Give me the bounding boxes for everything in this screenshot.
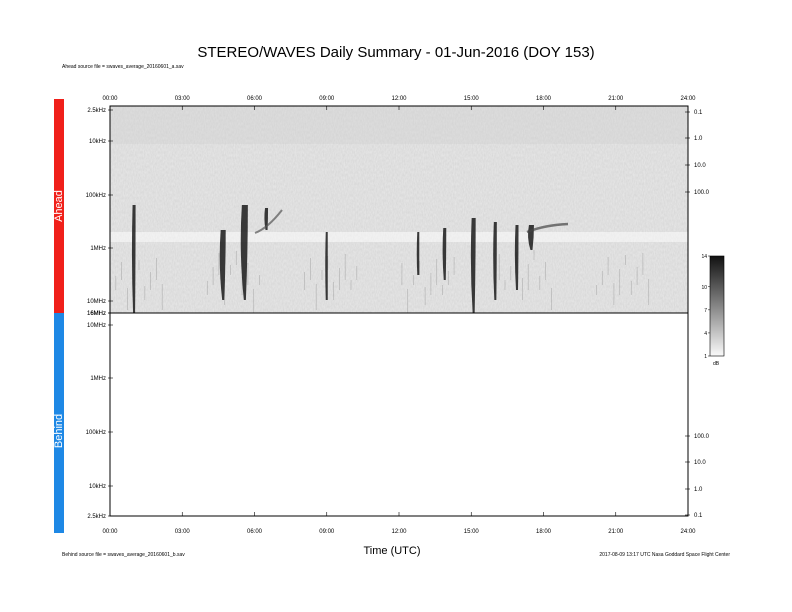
ahead-y-tick-label: 2.5kHz [87, 108, 106, 114]
ahead-x-tick-label: 18:00 [536, 96, 552, 102]
ahead-y-tick-label: 16MHz [87, 311, 106, 317]
behind-y-tick-label: 10MHz [87, 323, 106, 329]
ahead-x-tick-label: 03:00 [175, 96, 191, 102]
radio-burst [514, 225, 519, 290]
behind-y-tick-label: 10kHz [89, 484, 106, 490]
behind-x-tick-label: 09:00 [319, 529, 335, 535]
chart-title: STEREO/WAVES Daily Summary - 01-Jun-2016… [197, 44, 595, 61]
ahead-x-tick-label: 09:00 [319, 96, 335, 102]
ahead-y-tick-label: 10kHz [89, 139, 106, 145]
colorbar-tick-label: 10 [701, 285, 707, 291]
ahead-panel [109, 106, 688, 315]
ahead-x-tick-label: 06:00 [247, 96, 263, 102]
behind-side-bar [54, 313, 64, 533]
ahead-x-tick-label: 24:00 [680, 96, 696, 102]
x-axis-label: Time (UTC) [363, 545, 420, 557]
ahead-right-tick-label: 100.0 [694, 190, 710, 196]
behind-x-tick-label: 06:00 [247, 529, 263, 535]
ahead-y-tick-label: 10MHz [87, 299, 106, 305]
footer-timestamp: 2017-08-09 13:17 UTC Nasa Goddard Space … [599, 552, 730, 558]
behind-right-tick-label: 0.1 [694, 513, 703, 519]
ahead-right-tick-label: 1.0 [694, 136, 703, 142]
behind-side-label: Behind [53, 414, 65, 448]
behind-x-tick-label: 15:00 [464, 529, 480, 535]
colorbar: 14 10 7 4 1 dB [701, 254, 725, 367]
radio-burst [240, 205, 248, 300]
behind-right-tick-label: 1.0 [694, 487, 703, 493]
radio-burst [131, 205, 136, 313]
ahead-side-bar [54, 99, 64, 313]
colorbar-tick-label: 14 [701, 254, 707, 260]
colorbar-tick-label: 7 [704, 308, 707, 314]
ahead-y-tick-label: 1MHz [90, 246, 106, 252]
radio-burst [470, 218, 476, 313]
behind-x-tick-label: 18:00 [536, 529, 552, 535]
ahead-right-tick-label: 0.1 [694, 110, 703, 116]
radio-burst [325, 232, 328, 300]
ahead-side-label: Ahead [53, 190, 65, 222]
ahead-x-tick-label: 00:00 [102, 96, 118, 102]
burst-drift [526, 222, 569, 234]
behind-y-tick-label: 100kHz [86, 430, 106, 436]
behind-right-tick-label: 100.0 [694, 434, 710, 440]
ahead-x-tick-label: 15:00 [464, 96, 480, 102]
ahead-x-tick-label: 12:00 [391, 96, 407, 102]
radio-burst [493, 222, 497, 300]
ahead-y-tick-label: 100kHz [86, 193, 106, 199]
radio-burst [219, 230, 226, 300]
colorbar-tick-label: 4 [704, 331, 707, 337]
burst-drift [254, 209, 283, 234]
colorbar-unit: dB [713, 361, 720, 367]
behind-y-tick-label: 1MHz [90, 376, 106, 382]
ahead-source-file: Ahead source file = swaves_average_20160… [62, 64, 184, 70]
behind-x-tick-label: 21:00 [608, 529, 624, 535]
ahead-right-tick-label: 10.0 [694, 163, 706, 169]
radio-bursts [109, 205, 650, 315]
behind-right-tick-label: 10.0 [694, 460, 706, 466]
radio-burst [442, 228, 447, 280]
radio-burst [416, 232, 420, 275]
behind-source-file: Behind source file = swaves_average_2016… [62, 552, 185, 558]
behind-y-tick-label: 2.5kHz [87, 514, 106, 520]
behind-x-tick-label: 00:00 [102, 529, 118, 535]
behind-x-tick-label: 12:00 [391, 529, 407, 535]
behind-x-tick-label: 03:00 [175, 529, 191, 535]
behind-y-tick-label: 16MHz [87, 311, 106, 317]
ahead-x-tick-label: 21:00 [608, 96, 624, 102]
colorbar-tick-label: 1 [704, 354, 707, 360]
behind-x-tick-label: 24:00 [680, 529, 696, 535]
behind-frame [109, 312, 689, 517]
